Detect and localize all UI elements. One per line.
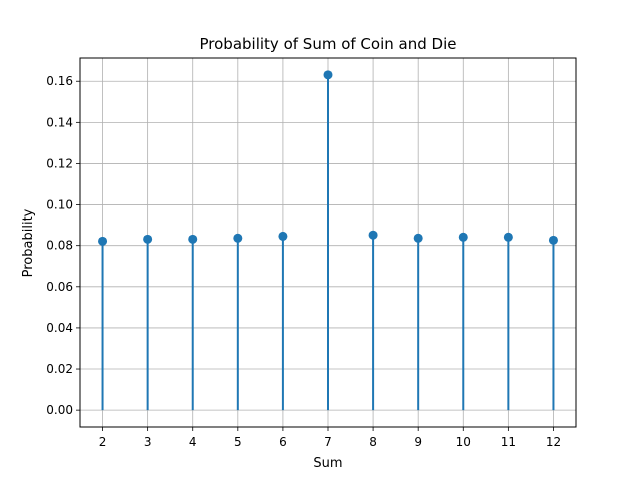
stem-marker bbox=[98, 236, 108, 246]
x-tick-label: 5 bbox=[234, 435, 242, 449]
x-tick-label: 8 bbox=[369, 435, 377, 449]
x-tick-label: 6 bbox=[279, 435, 287, 449]
y-tick-label: 0.12 bbox=[46, 156, 73, 170]
stem-marker bbox=[368, 230, 378, 240]
y-tick-label: 0.10 bbox=[46, 198, 73, 212]
x-tick-label: 11 bbox=[501, 435, 516, 449]
y-tick-label: 0.08 bbox=[46, 239, 73, 253]
x-tick-label: 10 bbox=[456, 435, 471, 449]
y-tick-label: 0.04 bbox=[46, 321, 73, 335]
stem-marker bbox=[278, 231, 288, 241]
x-tick-label: 12 bbox=[546, 435, 561, 449]
x-tick-label: 9 bbox=[414, 435, 422, 449]
stem-marker bbox=[548, 235, 558, 245]
x-tick-label: 2 bbox=[99, 435, 107, 449]
x-axis-label: Sum bbox=[313, 456, 342, 471]
y-tick-label: 0.16 bbox=[46, 74, 73, 88]
stem-marker bbox=[188, 234, 198, 244]
stem-marker bbox=[323, 70, 333, 80]
x-tick-label: 7 bbox=[324, 435, 332, 449]
y-tick-label: 0.00 bbox=[46, 403, 73, 417]
stem-marker bbox=[413, 233, 423, 243]
stem-marker bbox=[503, 232, 513, 242]
stem-series bbox=[98, 70, 558, 411]
stem-marker bbox=[458, 232, 468, 242]
x-tick-label: 4 bbox=[189, 435, 197, 449]
chart-title: Probability of Sum of Coin and Die bbox=[200, 35, 457, 53]
y-tick-label: 0.06 bbox=[46, 280, 73, 294]
y-axis-label: Probability bbox=[21, 208, 36, 277]
stem-marker bbox=[233, 233, 243, 243]
x-axis-ticks: 2 3 4 5 6 7 8 9 10 11 12 bbox=[99, 427, 561, 449]
y-axis-ticks: 0.00 0.02 0.04 0.06 0.08 0.10 0.12 0.14 0.16 bbox=[46, 74, 80, 417]
stem-marker bbox=[143, 234, 153, 244]
y-tick-label: 0.02 bbox=[46, 362, 73, 376]
x-tick-label: 3 bbox=[144, 435, 152, 449]
y-tick-label: 0.14 bbox=[46, 115, 73, 129]
